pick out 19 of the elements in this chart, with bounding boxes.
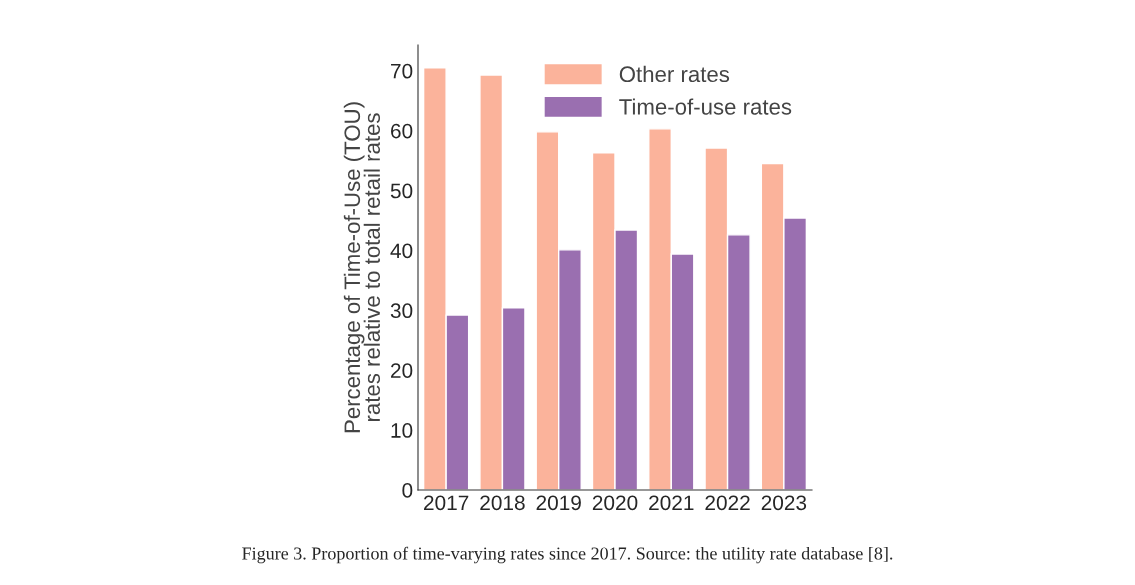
caption: Figure 3. Proportion of time-varying rates since 2017. Source: the utility rate database [8].	[242, 546, 893, 564]
x-tick-label: 2020	[592, 495, 638, 511]
y-tick-label: 40	[390, 243, 413, 259]
y-tick-label: 0	[402, 483, 413, 498]
x-tick-label: 2022	[705, 495, 750, 511]
y-axis-title: Percentage of Time-of-Use (TOU) rates relative to total retail rates	[343, 102, 381, 433]
x-tick-label: 2021	[649, 495, 694, 511]
x-tick-label: 2018	[480, 495, 525, 511]
x-tick-label: 2019	[536, 495, 581, 511]
y-tick-label: 50	[390, 183, 413, 199]
x-tick-label: 2017	[424, 495, 469, 511]
y-tick-label: 60	[391, 123, 413, 139]
y-tick-label: 20	[391, 363, 413, 378]
y-tick-label: 70	[391, 63, 413, 79]
y-tick-label: 30	[390, 303, 413, 319]
y-tick-label: 10	[391, 423, 413, 438]
legend-label: Other rates	[619, 65, 730, 83]
legend-label: Time-of-use rates	[619, 98, 792, 115]
x-tick-label: 2023	[761, 495, 807, 511]
